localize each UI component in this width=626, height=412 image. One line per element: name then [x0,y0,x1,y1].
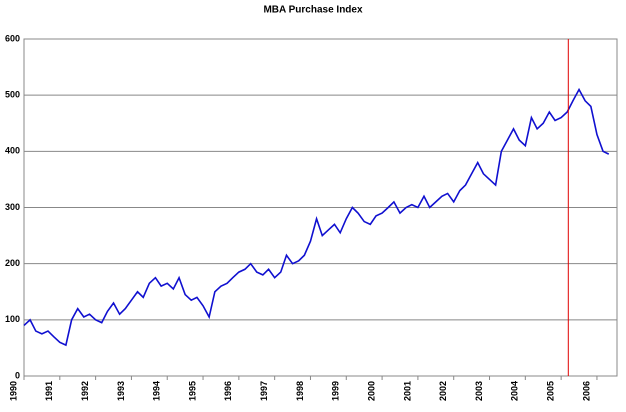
x-tick-label: 2001 [402,381,412,401]
x-tick-label: 1996 [223,381,233,401]
x-tick-label: 1991 [44,381,54,401]
y-tick-label: 0 [15,370,20,380]
x-tick-label: 2002 [438,381,448,401]
x-tick-label: 1992 [80,381,90,401]
x-tick-label: 1999 [331,381,341,401]
plot-frame [23,38,618,377]
x-tick-label: 2000 [366,381,376,401]
x-tick-label: 1990 [8,381,18,401]
x-tick-label: 1993 [116,381,126,401]
chart-title: MBA Purchase Index [263,5,363,16]
x-tick-label: 2003 [474,381,484,401]
x-tick-label: 2005 [546,381,556,401]
y-tick-label: 300 [5,202,20,212]
y-tick-label: 100 [5,314,20,324]
y-tick-label: 600 [5,33,20,43]
x-tick-label: 1998 [295,381,305,401]
x-tick-label: 2004 [510,381,520,401]
data-line [23,87,610,347]
x-tick-label: 1997 [259,381,269,401]
y-tick-label: 400 [5,146,20,156]
x-tick-label: 2006 [581,381,591,401]
y-tick-label: 200 [5,258,20,268]
x-tick-label: 1995 [187,381,197,401]
x-tick-label: 1994 [152,381,162,401]
y-tick-label: 500 [5,90,20,100]
